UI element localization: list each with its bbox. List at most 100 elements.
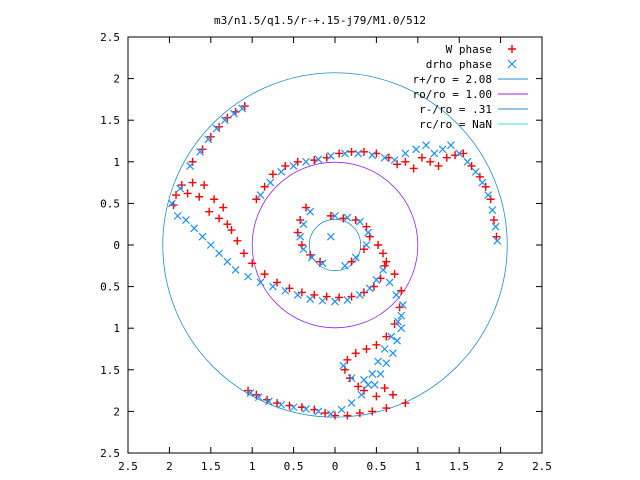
- w-phase-point: [260, 270, 269, 279]
- w-phase-point: [177, 181, 186, 190]
- drho-phase-point: [397, 311, 406, 320]
- drho-phase-point: [299, 245, 308, 254]
- legend-marker-x: [507, 59, 517, 69]
- x-tick-label: 1.5: [201, 460, 221, 473]
- legend-label: rc/ro = NaN: [419, 118, 492, 131]
- w-phase-point: [393, 160, 402, 169]
- w-phase-point: [183, 189, 192, 198]
- w-phase-point: [359, 386, 368, 395]
- w-phase-point: [252, 195, 261, 204]
- drho-phase-point: [380, 345, 389, 353]
- drho-phase-point: [190, 224, 199, 233]
- drho-phase-point: [422, 141, 431, 150]
- drho-phase-point: [318, 259, 327, 268]
- w-phase-point: [486, 195, 495, 204]
- w-phase-point: [372, 392, 381, 401]
- drho-phase-point: [339, 361, 348, 370]
- w-phase-point: [362, 345, 371, 353]
- drho-phase-point: [355, 290, 364, 299]
- y-tick-label: 1.5: [100, 114, 120, 127]
- legend: W phase drho phase r+/ro = 2.08 ro/ro = 1.0…: [413, 43, 528, 131]
- circle-roro: [251, 161, 419, 329]
- legend-label: ro/ro = 1.00: [413, 88, 492, 101]
- drho-phase-point: [394, 317, 402, 326]
- drho-phase-point: [306, 295, 315, 304]
- drho-phase-point: [230, 109, 238, 118]
- drho-phase-point: [390, 156, 399, 165]
- w-phase-point: [434, 161, 443, 170]
- drho-phase-point: [246, 389, 255, 398]
- x-tick-label: 0.5: [366, 460, 386, 473]
- drho-phase-point: [385, 278, 394, 287]
- legend-marker-plus: [508, 45, 516, 53]
- drho-phase-point: [198, 232, 207, 241]
- w-phase-point: [321, 409, 330, 418]
- drho-phase-point: [392, 290, 401, 299]
- drho-phase-point: [220, 116, 229, 125]
- w-phase-point: [359, 288, 368, 297]
- drho-phase-point: [306, 207, 315, 216]
- drho-phase-point: [307, 253, 316, 262]
- drho-phase-point: [351, 253, 360, 262]
- w-phase-point: [481, 182, 490, 191]
- drho-phase-point: [368, 151, 377, 160]
- y-tick-label: 2: [113, 405, 120, 418]
- w-phase-point: [343, 411, 352, 420]
- drho-phase-point: [326, 409, 335, 418]
- drho-phase-point: [314, 407, 323, 416]
- w-phase-point: [293, 228, 302, 237]
- w-phase-point: [362, 222, 371, 231]
- drho-phase-point: [231, 266, 240, 274]
- w-phase-point: [409, 164, 418, 173]
- data-points: [167, 102, 502, 420]
- w-phase-point: [374, 241, 383, 249]
- drho-phase-point: [463, 157, 472, 166]
- drho-phase-point: [244, 272, 252, 281]
- w-phase-point: [343, 355, 352, 364]
- drho-phase-point: [176, 184, 185, 193]
- w-phase-point: [239, 249, 248, 258]
- drho-phase-point: [264, 397, 273, 406]
- y-tick-label: 0.5: [100, 281, 120, 294]
- w-phase-point: [442, 153, 451, 162]
- w-phase-point: [372, 340, 381, 349]
- y-tick-label: 0: [113, 239, 120, 252]
- drho-phase-point: [256, 278, 265, 287]
- drho-phase-point: [393, 336, 402, 345]
- drho-phase-point: [355, 217, 364, 226]
- drho-phase-point: [341, 149, 349, 158]
- w-phase-point: [382, 404, 391, 413]
- w-phase-point: [233, 236, 242, 245]
- w-phase-point: [335, 149, 344, 158]
- drho-phase-point: [347, 374, 356, 383]
- w-phase-point: [347, 257, 356, 266]
- w-phase-point: [354, 382, 363, 391]
- x-tick-label: 0.5: [284, 460, 304, 473]
- drho-phase-point: [360, 375, 368, 384]
- drho-phase-point: [484, 191, 493, 200]
- drho-phase-point: [331, 211, 339, 220]
- w-phase-point: [489, 216, 498, 225]
- w-phase-point: [302, 203, 311, 212]
- w-phase-point: [195, 192, 204, 201]
- w-phase-point: [355, 409, 364, 418]
- drho-phase-point: [347, 399, 356, 408]
- drho-phase-point: [223, 257, 232, 266]
- legend-label: drho phase: [426, 58, 492, 71]
- drho-phase-point: [357, 390, 366, 399]
- y-tick-label: 1: [113, 322, 120, 335]
- drho-phase-point: [471, 167, 480, 176]
- w-phase-point: [296, 216, 305, 225]
- drho-phase-point: [493, 236, 502, 245]
- w-phase-point: [172, 191, 181, 200]
- x-tick-label: 2: [497, 460, 504, 473]
- y-tick-label: 1: [113, 156, 120, 169]
- w-phase-point: [351, 349, 360, 358]
- drho-phase-point: [488, 206, 497, 214]
- drho-phase-point: [326, 152, 335, 160]
- w-phase-point: [359, 147, 368, 156]
- x-tick-label: 1.5: [449, 460, 469, 473]
- drho-phase-point: [362, 241, 371, 249]
- y-tick-label: 1.5: [100, 364, 120, 377]
